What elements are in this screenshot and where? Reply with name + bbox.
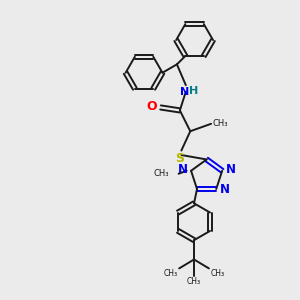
Text: O: O (146, 100, 157, 113)
Text: CH₃: CH₃ (164, 269, 178, 278)
Text: N: N (220, 182, 230, 196)
Text: N: N (180, 87, 189, 97)
Text: H: H (189, 86, 198, 96)
Text: CH₃: CH₃ (213, 119, 228, 128)
Text: N: N (178, 163, 188, 176)
Text: CH₃: CH₃ (187, 277, 201, 286)
Text: S: S (175, 152, 184, 165)
Text: N: N (226, 163, 236, 176)
Text: CH₃: CH₃ (153, 169, 169, 178)
Text: CH₃: CH₃ (210, 269, 224, 278)
